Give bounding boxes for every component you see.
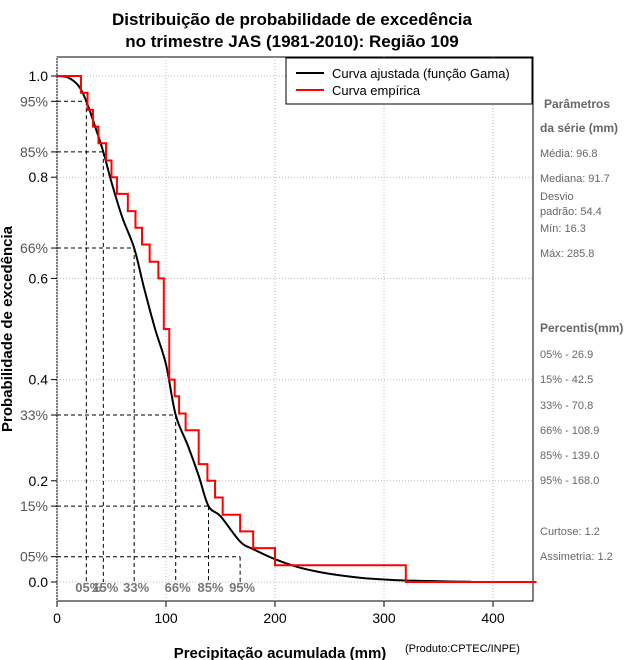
credit-text: (Produto:CPTEC/INPE) bbox=[405, 643, 520, 655]
series-line-0 bbox=[56, 75, 472, 583]
pct-x-label-4: 85% bbox=[197, 580, 223, 595]
legend: Curva ajustada (função Gama) Curva empír… bbox=[285, 57, 533, 105]
pct-x-label-5: 95% bbox=[229, 580, 255, 595]
percentil-85: 85% - 139.0 bbox=[540, 450, 599, 462]
percentil-15: 15% - 42.5 bbox=[540, 374, 593, 386]
x-tick-label-4: 400 bbox=[481, 610, 505, 626]
chart-title-line2: no trimestre JAS (1981-2010): Região 109 bbox=[125, 32, 459, 51]
chart-title-line1: Distribuição de probabilidade de excedên… bbox=[112, 10, 472, 29]
percentil-05: 05% - 26.9 bbox=[540, 349, 593, 361]
percentil-66: 66% - 108.9 bbox=[540, 425, 599, 437]
y-tick-label-0: 0.0 bbox=[29, 574, 49, 590]
x-axis-title: Precipitação acumulada (mm) bbox=[174, 645, 387, 660]
stat-desvio-1: Desvio bbox=[540, 191, 574, 203]
stats-panel: Parâmetros da série (mm) Média: 96.8 Med… bbox=[540, 97, 623, 563]
pct-x-label-0: 05% bbox=[75, 580, 101, 595]
legend-box bbox=[285, 57, 533, 105]
legend-label-empirical: Curva empírica bbox=[332, 83, 421, 98]
x-tick-label-2: 200 bbox=[263, 610, 287, 626]
stat-desvio-2: padrão: 54.4 bbox=[540, 206, 602, 218]
stat-media: Média: 96.8 bbox=[540, 148, 597, 160]
y-pct-tick-label-0: 95% bbox=[20, 93, 48, 109]
percentil-33: 33% - 70.8 bbox=[540, 400, 593, 412]
percentil-95: 95% - 168.0 bbox=[540, 475, 599, 487]
series-group bbox=[56, 75, 537, 583]
params-heading-1: Parâmetros bbox=[544, 97, 610, 111]
y-tick-label-2: 0.4 bbox=[29, 372, 49, 388]
y-pct-tick-label-1: 85% bbox=[20, 144, 48, 160]
stat-assimetria: Assimetria: 1.2 bbox=[540, 551, 613, 563]
stat-min: Mín: 16.3 bbox=[540, 223, 586, 235]
grid bbox=[56, 57, 533, 601]
y-axis: 0.0 0.2 0.4 0.6 0.8 1.0 95% 85% 66% 33% 15% 05% bbox=[20, 68, 57, 590]
percentile-guides bbox=[57, 100, 241, 582]
y-tick-label-4: 0.8 bbox=[29, 169, 49, 185]
y-pct-tick-label-4: 15% bbox=[20, 498, 48, 514]
y-axis-title: Probabilidade de excedência bbox=[0, 225, 16, 432]
y-pct-tick-label-3: 33% bbox=[20, 407, 48, 423]
stat-curtose: Curtose: 1.2 bbox=[540, 526, 600, 538]
stat-max: Máx: 285.8 bbox=[540, 248, 594, 260]
y-tick-label-5: 1.0 bbox=[29, 68, 49, 84]
stat-mediana: Mediana: 91.7 bbox=[540, 173, 610, 185]
x-tick-label-1: 100 bbox=[154, 610, 178, 626]
percentile-x-labels: 05%15% 33% 66% 85% 95% bbox=[75, 580, 255, 595]
legend-label-fitted: Curva ajustada (função Gama) bbox=[332, 66, 510, 81]
y-pct-tick-label-2: 66% bbox=[20, 240, 48, 256]
percentis-heading: Percentis(mm) bbox=[540, 321, 623, 335]
x-tick-label-0: 0 bbox=[53, 610, 61, 626]
params-heading-2: da série (mm) bbox=[540, 121, 618, 135]
pct-x-label-2: 33% bbox=[123, 580, 149, 595]
x-axis: 0 100 200 300 400 bbox=[53, 601, 505, 626]
y-tick-label-1: 0.2 bbox=[29, 473, 49, 489]
y-pct-tick-label-5: 05% bbox=[20, 549, 48, 565]
y-tick-label-3: 0.6 bbox=[29, 270, 49, 286]
pct-x-label-1: 15% bbox=[92, 580, 118, 595]
plot-frame bbox=[56, 56, 534, 602]
series-line-1 bbox=[57, 75, 537, 583]
pct-x-label-3: 66% bbox=[165, 580, 191, 595]
x-tick-label-3: 300 bbox=[372, 610, 396, 626]
